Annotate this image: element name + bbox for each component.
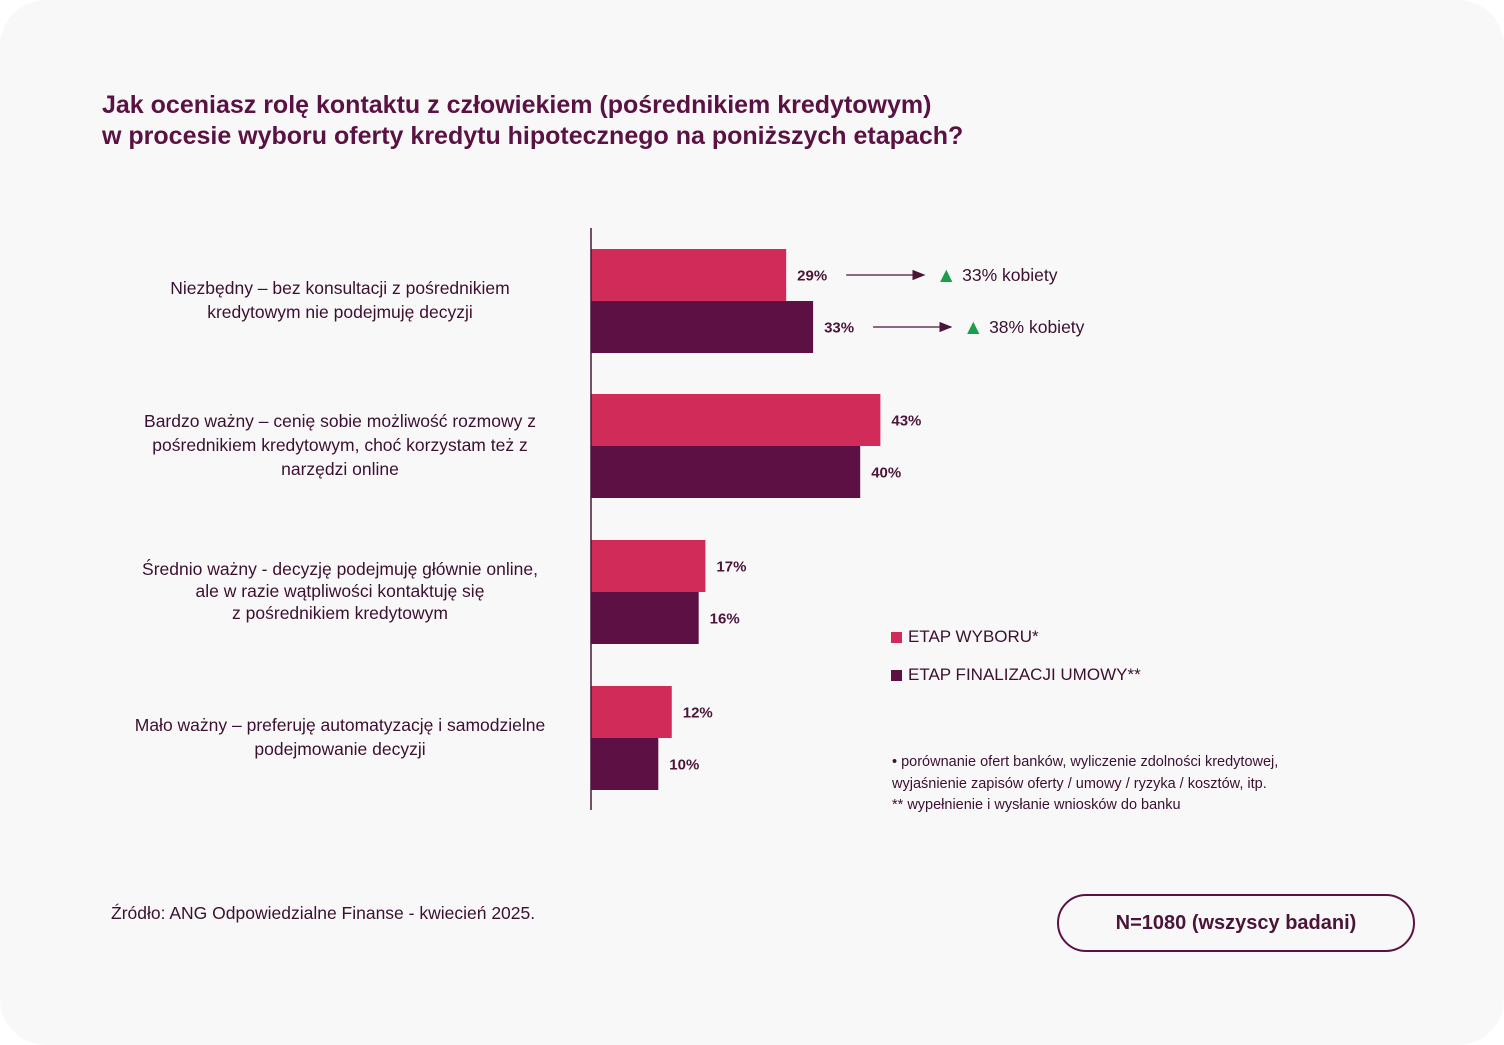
bar-etap-wyboru-3 [591,540,706,592]
bar-etap-finalizacji-4 [591,738,659,790]
category-label-line: Bardzo ważny – cenię sobie możliwość roz… [144,411,536,431]
category-label-line: z pośrednikiem kredytowym [232,603,448,623]
bar-etap-wyboru-4 [591,686,672,738]
data-label: 29% [797,268,827,285]
category-label-line: podejmowanie decyzji [254,739,426,759]
category-label-line: Średnio ważny - decyzję podejmuję główni… [142,559,538,579]
category-label-line: kredytowym nie podejmuję decyzji [207,302,473,322]
footnote-line: ** wypełnienie i wysłanie wniosków do ba… [892,797,1181,813]
legend-item-etap-wyboru: ETAP WYBORU* [891,627,1039,647]
legend-swatch [891,669,902,681]
bar-etap-finalizacji-2 [591,446,861,498]
category-label-line: Mało ważny – preferuję automatyzację i s… [134,715,546,735]
data-label: 43% [891,413,921,430]
category-label-line: narzędzi online [281,459,399,479]
category-label-line: pośrednikiem kredytowym, choć korzystam … [152,435,528,455]
annotation-text: 38% kobiety [989,317,1085,337]
data-label: 40% [871,465,901,482]
sample-size-badge: N=1080 (wszyscy badani) [1057,894,1415,952]
category-label-line: Niezbędny – bez konsultacji z pośredniki… [170,278,510,298]
legend-item-etap-finalizacji: ETAP FINALIZACJI UMOWY** [891,665,1141,685]
bar-etap-wyboru-1 [591,249,787,301]
title-line-1: Jak oceniasz rolę kontaktu z człowiekiem… [102,91,932,119]
legend-label: ETAP WYBORU* [908,627,1039,646]
source-note: Źródło: ANG Odpowiedzialne Finanse - kwi… [111,903,536,923]
data-label: 17% [716,559,746,576]
footnote-line: • porównanie ofert banków, wyliczenie zd… [892,754,1279,770]
category-label-3: Średnio ważny - decyzję podejmuję główni… [110,558,570,624]
data-label: 33% [824,320,854,337]
category-label-2: Bardzo ważny – cenię sobie możliwość roz… [110,409,570,481]
category-label-4: Mało ważny – preferuję automatyzację i s… [110,713,570,761]
legend-label: ETAP FINALIZACJI UMOWY** [908,665,1141,684]
bar-etap-finalizacji-3 [591,592,699,644]
footnote-line: wyjaśnienie zapisów oferty / umowy / ryz… [892,776,1267,792]
data-label: 12% [683,705,713,722]
data-label: 10% [669,757,699,774]
triangle-up-icon: ▲ [940,265,953,284]
bar-etap-wyboru-2 [591,394,881,446]
chart-title: Jak oceniasz rolę kontaktu z człowiekiem… [102,90,1202,152]
data-label: 16% [710,611,740,628]
legend-swatch [891,631,902,643]
title-line-2: w procesie wyboru oferty kredytu hipotec… [102,122,964,150]
annotation-text: 33% kobiety [962,265,1058,285]
category-label-1: Niezbędny – bez konsultacji z pośredniki… [110,276,570,324]
bar-etap-finalizacji-1 [591,301,814,353]
triangle-up-icon: ▲ [967,317,980,336]
footnotes: • porównanie ofert banków, wyliczenie zd… [892,751,1278,817]
category-label-line: ale w razie wątpliwości kontaktuję się [195,581,485,601]
